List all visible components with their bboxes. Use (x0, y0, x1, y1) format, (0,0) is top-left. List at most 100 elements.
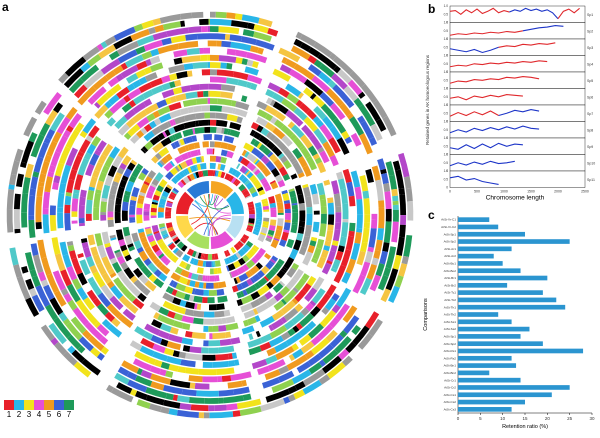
circos-segment (203, 283, 206, 289)
circos-segment (235, 50, 247, 58)
circos-segment (210, 134, 212, 140)
panel-b-lineplots: Retained genes in AK homoeologous region… (420, 0, 600, 210)
circos-segment (208, 347, 218, 353)
bar (458, 363, 516, 368)
row-label: Sp7 (587, 112, 593, 116)
circos-segment (235, 13, 243, 20)
circos-segment (105, 175, 114, 186)
circos-segment (402, 256, 409, 265)
category-label: AtSt-Bn2 (444, 371, 457, 375)
bar (458, 246, 512, 251)
circos-segment (202, 69, 210, 75)
circos-segment (182, 254, 190, 262)
line-chart: Retained genes in AK homoeologous region… (420, 0, 600, 210)
circos-segment (305, 196, 312, 207)
x-tick-label: 0 (449, 190, 451, 194)
y-tick-label: 0.5 (444, 78, 449, 82)
circos-segment (335, 212, 341, 223)
circos-segment (189, 346, 201, 353)
circos-segment (299, 221, 305, 227)
circos-segment (391, 189, 398, 196)
circos-segment (349, 196, 356, 207)
circos-segment (168, 364, 178, 372)
circos-segment (295, 185, 303, 195)
circos-segment (210, 170, 213, 176)
circos-segment (216, 275, 220, 281)
circos-segment (210, 41, 217, 47)
circos-segment (391, 222, 399, 243)
circos-segment (379, 251, 388, 265)
circos-segment (178, 366, 187, 373)
circos-segment (249, 214, 255, 219)
circos-segment (335, 223, 341, 230)
circos-segment (226, 316, 235, 323)
circos-segment (177, 395, 190, 402)
circos-segment (217, 267, 222, 273)
circos-segment (31, 243, 39, 256)
circos-segment (14, 229, 20, 234)
circos-segment (208, 254, 212, 260)
circos-segment (291, 173, 298, 179)
circos-plot (0, 0, 420, 433)
circos-segment (241, 95, 247, 102)
circos-segment (8, 184, 14, 190)
bar (458, 312, 498, 317)
circos-segment (193, 62, 208, 69)
category-label: AtSt-Th1 (444, 305, 456, 309)
bar (458, 349, 583, 354)
legend-swatch-4 (34, 400, 44, 410)
legend-swatch-2 (14, 400, 24, 410)
circos-segment (348, 231, 354, 237)
circos-segment (210, 268, 214, 274)
circos-segment (202, 141, 209, 147)
circos-segment (190, 84, 200, 91)
y-tick-label: 0.5 (444, 177, 449, 181)
bar (458, 392, 552, 397)
bar (458, 385, 570, 390)
circos-segment (202, 376, 217, 382)
circos-segment (355, 187, 363, 200)
circos-segment (204, 412, 209, 418)
row-label: Sp2 (587, 29, 593, 33)
circos-segment (218, 26, 239, 34)
circos-segment (202, 355, 215, 361)
category-label: AtSt-Rs1 (444, 349, 457, 353)
circos-segment (328, 203, 334, 215)
circos-segment (407, 201, 413, 220)
circos-segment (293, 240, 302, 251)
circos-segment (197, 267, 204, 274)
circos-segment (363, 198, 370, 214)
circos-segment (203, 290, 209, 296)
row-label: Sp3 (587, 46, 593, 50)
circos-segment (43, 209, 49, 215)
circos-segment (220, 339, 232, 346)
category-label: AtSt-Vr-C2 (441, 225, 456, 229)
circos-segment (359, 175, 368, 191)
x-tick-label: 2500 (581, 190, 589, 194)
category-label: AtSt-Cr1 (444, 378, 456, 382)
x-tick-label: 5 (479, 416, 482, 421)
circos-segment (181, 338, 192, 346)
bar (458, 217, 489, 222)
circos-segment (212, 361, 229, 368)
bar-chart: AtSt-Vr-C1AtSt-Vr-C2AtSt-Sp1AtSt-Sp2AtSt… (420, 208, 600, 433)
circos-segment (233, 71, 248, 80)
circos-segment (327, 197, 333, 203)
circos-segment (187, 70, 193, 76)
circos-segment (39, 173, 46, 182)
circos-segment (375, 180, 384, 201)
circos-segment (349, 223, 355, 232)
circos-segment (198, 120, 208, 126)
circos-segment (29, 188, 36, 196)
circos-segment (64, 213, 71, 231)
legend-label-7: 7 (64, 410, 74, 419)
row-label: Sp1 (587, 13, 593, 17)
circos-segment (232, 352, 237, 358)
circos-segment (205, 276, 208, 282)
circos-segment (364, 214, 370, 222)
circos-segment (9, 247, 18, 265)
category-label: AtSt-Sp1 (444, 232, 457, 236)
circos-segment (242, 325, 255, 334)
circos-segment (151, 208, 157, 213)
x-tick-label: 2000 (554, 190, 562, 194)
